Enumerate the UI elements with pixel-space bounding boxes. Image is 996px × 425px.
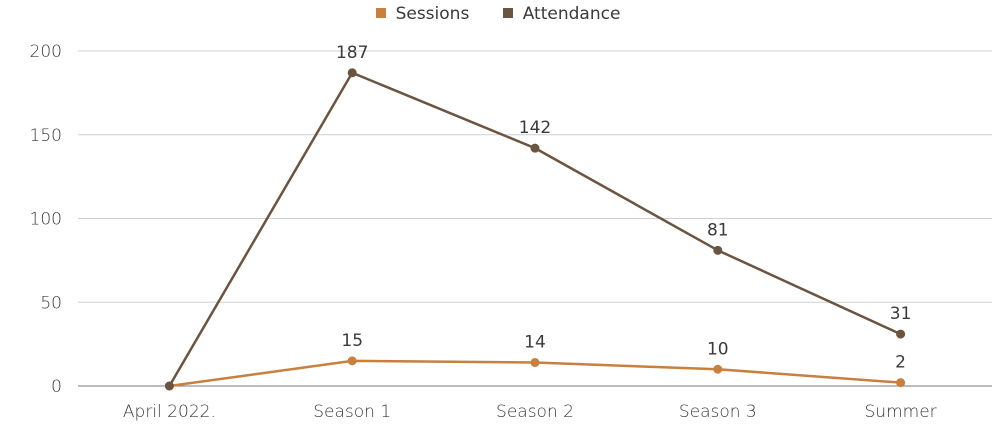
x-tick-label-2: Season 2	[496, 402, 574, 422]
data-point-sessions-2	[530, 358, 540, 368]
data-label-sessions-4: 2	[895, 353, 906, 373]
data-point-attendance-4	[896, 329, 906, 339]
data-point-attendance-2	[530, 143, 540, 153]
legend-item-sessions: Sessions	[375, 4, 470, 24]
data-point-sessions-3	[713, 364, 723, 374]
data-point-attendance-1	[347, 68, 357, 78]
data-label-sessions-1: 15	[341, 331, 363, 351]
data-label-attendance-3: 81	[707, 220, 729, 240]
data-point-attendance-3	[713, 245, 723, 255]
data-point-sessions-4	[896, 378, 906, 388]
data-label-sessions-3: 10	[707, 339, 729, 359]
legend: Sessions Attendance	[0, 4, 996, 24]
data-label-attendance-1: 187	[336, 43, 368, 63]
data-label-attendance-2: 142	[519, 118, 551, 138]
y-tick-label-200: 200	[30, 42, 62, 62]
x-tick-label-0: April 2022.	[123, 402, 216, 422]
y-tick-label-0: 0	[51, 377, 62, 397]
legend-label-attendance: Attendance	[522, 4, 621, 24]
y-tick-label-150: 150	[30, 126, 62, 146]
legend-item-attendance: Attendance	[502, 4, 621, 24]
data-label-attendance-4: 31	[890, 304, 912, 324]
y-tick-label-100: 100	[30, 210, 62, 230]
data-label-sessions-2: 14	[524, 333, 546, 353]
x-tick-label-3: Season 3	[679, 402, 757, 422]
legend-swatch-sessions	[375, 8, 386, 18]
x-tick-label-4: Summer	[865, 402, 937, 422]
data-point-attendance-0	[164, 381, 174, 391]
legend-swatch-attendance	[502, 8, 513, 18]
y-tick-label-50: 50	[40, 293, 62, 313]
data-point-sessions-1	[347, 356, 357, 366]
legend-label-sessions: Sessions	[395, 4, 470, 24]
x-tick-label-1: Season 1	[313, 402, 391, 422]
